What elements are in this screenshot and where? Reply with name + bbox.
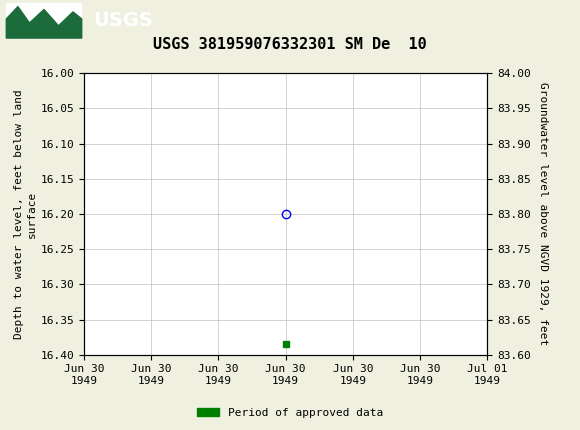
FancyBboxPatch shape <box>6 3 81 37</box>
Text: USGS: USGS <box>93 11 153 30</box>
Y-axis label: Groundwater level above NGVD 1929, feet: Groundwater level above NGVD 1929, feet <box>538 82 548 346</box>
Text: USGS 381959076332301 SM De  10: USGS 381959076332301 SM De 10 <box>153 37 427 52</box>
Y-axis label: Depth to water level, feet below land
surface: Depth to water level, feet below land su… <box>14 89 37 339</box>
Legend: Period of approved data: Period of approved data <box>193 403 387 422</box>
